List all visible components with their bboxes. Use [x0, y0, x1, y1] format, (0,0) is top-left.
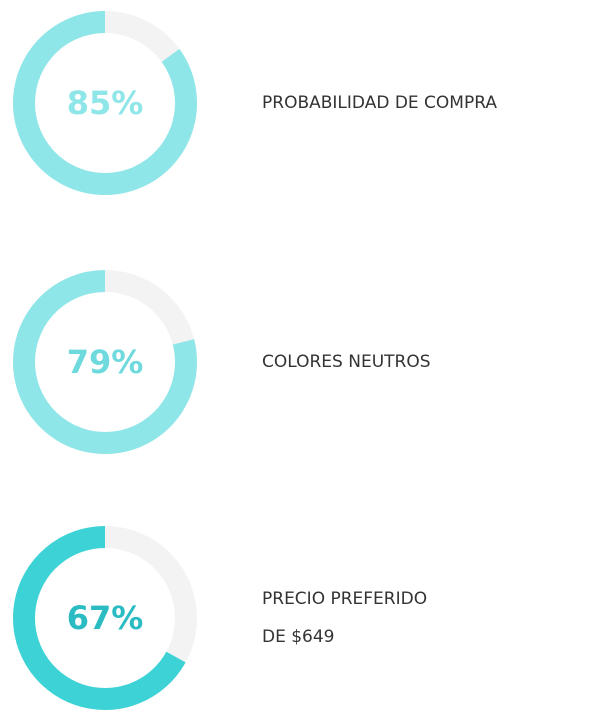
percent-label: 67%	[67, 599, 144, 637]
ring-arc	[13, 270, 197, 454]
metric-label: COLORES NEUTROS	[262, 352, 431, 372]
metric-label: PRECIO PREFERIDO	[262, 589, 427, 609]
metric-label: DE $649	[262, 627, 335, 647]
ring-arc	[13, 11, 197, 195]
ring-arc	[13, 526, 186, 710]
metric-label: PROBABILIDAD DE COMPRA	[262, 93, 497, 113]
percent-label: 85%	[67, 84, 144, 122]
percent-label: 79%	[67, 343, 144, 381]
